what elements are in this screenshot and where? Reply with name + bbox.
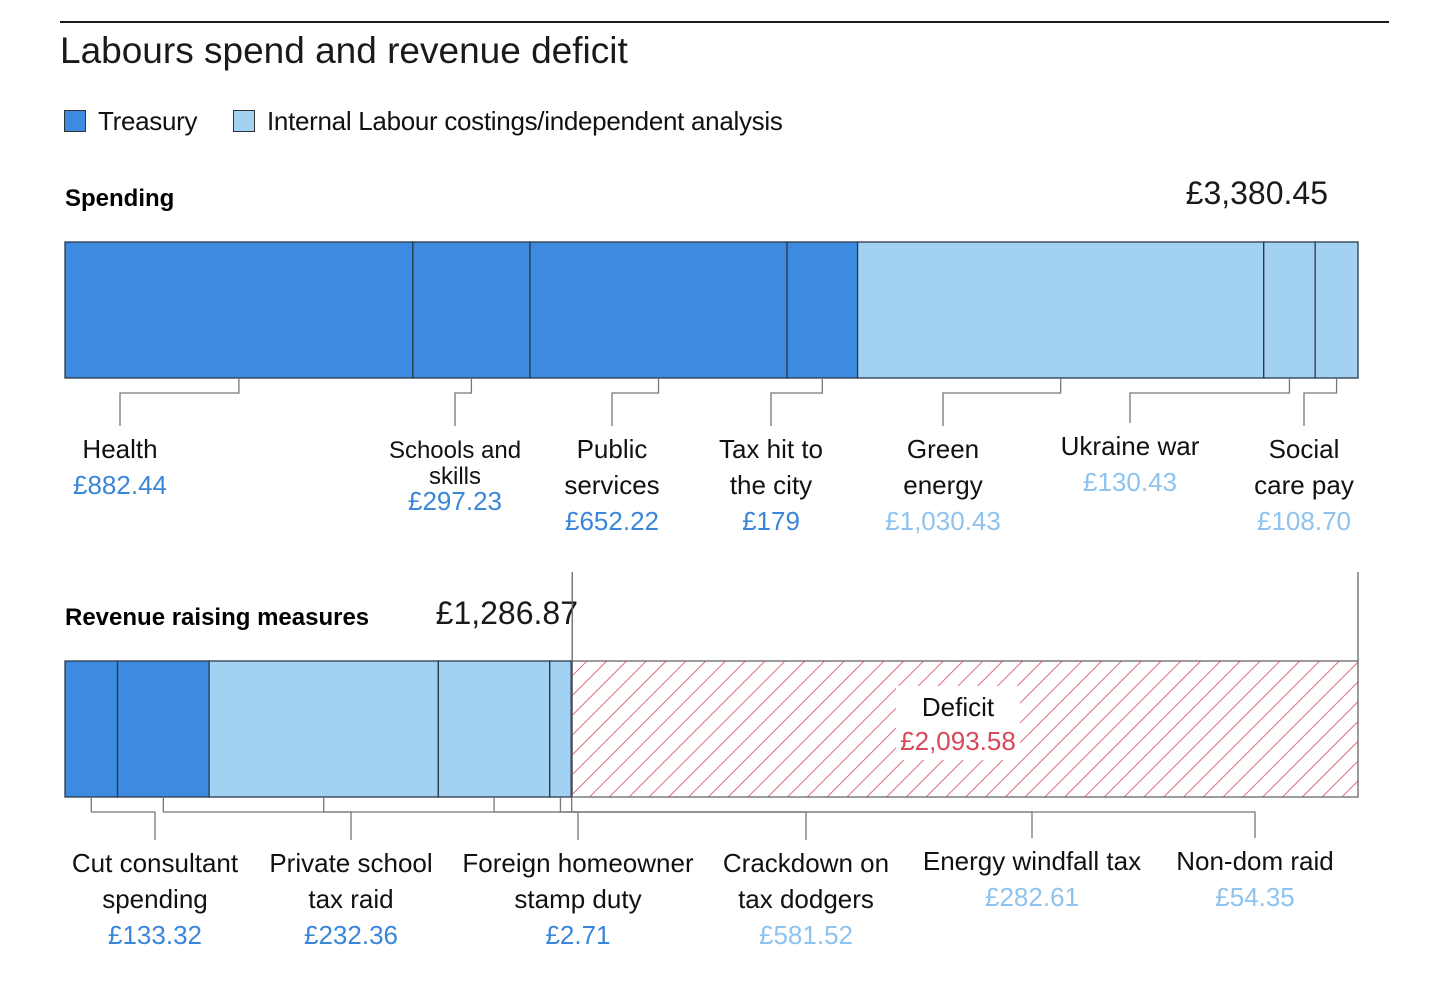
revenue-category-label: Crackdown on [723,848,889,878]
spending-category-label: the city [730,470,812,500]
revenue-category-label: Cut consultant [72,848,239,878]
spending-value-label: £179 [742,506,800,536]
revenue-leader-line [559,797,1256,838]
spending-bar-segment [786,241,859,379]
revenue-total-label: £1,286.87 [436,595,578,631]
spending-leader-line [611,378,660,426]
revenue-value-label: £581.52 [759,920,853,950]
spending-bar-segment [412,241,531,379]
revenue-bar-segment [437,660,551,798]
revenue-bar-segment [116,660,210,798]
revenue-category-label: spending [102,884,208,914]
revenue-value-label: £54.35 [1215,882,1295,912]
revenue-leader-line [323,797,807,840]
legend-swatch-treasury [64,110,86,132]
legend-item-independent: Internal Labour costings/independent ana… [233,104,783,138]
revenue-heading: Revenue raising measures [65,604,369,631]
spending-heading: Spending [65,185,174,212]
revenue-category-label: Private school [269,848,432,878]
spending-category-label: Health [82,434,157,464]
spending-leader-line [1303,378,1338,426]
revenue-category-label: stamp duty [514,884,641,914]
legend-item-treasury: Treasury [64,104,198,138]
deficit-label: Deficit [922,692,995,722]
spending-leader-line [119,378,240,426]
chart-title: Labours spend and revenue deficit [60,30,628,71]
spending-total-label: £3,380.45 [1186,175,1328,211]
spending-leader-line [770,378,823,426]
legend-label-treasury: Treasury [98,105,198,136]
spending-value-label: £297.23 [408,486,502,516]
spending-category-label: Ukraine war [1061,431,1200,461]
legend-label-independent: Internal Labour costings/independent ana… [267,105,783,136]
spending-bar-segment [64,241,414,379]
revenue-bar-segment [208,660,439,798]
spending-value-label: £652.22 [565,506,659,536]
spending-category-label: Social [1269,434,1340,464]
revenue-value-label: £2.71 [545,920,610,950]
revenue-category-label: Energy windfall tax [923,846,1141,876]
spending-value-label: £1,030.43 [885,506,1001,536]
deficit-label-bg [896,686,1020,760]
spending-bar-segment [529,241,788,379]
spending-category-label: Green [907,434,979,464]
spending-leader-line [454,378,473,426]
deficit-value-label: £2,093.58 [900,726,1016,756]
legend-swatch-independent [233,110,255,132]
spending-leader-line [942,378,1062,426]
revenue-value-label: £133.32 [108,920,202,950]
spending-bar-segment [1314,241,1359,379]
revenue-value-label: £232.36 [304,920,398,950]
revenue-bar-segment [64,660,119,798]
revenue-leader-line [162,797,352,840]
revenue-category-label: Non-dom raid [1176,846,1334,876]
revenue-category-label: Foreign homeowner [462,848,694,878]
spending-category-label: Public [577,434,648,464]
revenue-leader-line [493,797,1033,838]
revenue-category-label: tax raid [308,884,393,914]
spending-value-label: £130.43 [1083,467,1177,497]
top-rule [60,21,1389,23]
revenue-bar-segment [549,660,572,798]
spending-category-label: Schools and [389,437,521,464]
spending-bar-segment [1263,241,1316,379]
spending-value-label: £882.44 [73,470,167,500]
spending-category-label: skills [429,463,481,490]
spending-bar-segment [856,241,1265,379]
spending-category-label: energy [903,470,983,500]
revenue-value-label: £282.61 [985,882,1079,912]
spending-leader-line [1129,378,1291,423]
spending-category-label: care pay [1254,470,1354,500]
revenue-category-label: tax dodgers [738,884,874,914]
spending-value-label: £108.70 [1257,506,1351,536]
revenue-leader-line [90,797,156,840]
spending-category-label: Tax hit to [719,434,823,464]
revenue-leader-line [571,797,579,840]
spending-category-label: services [564,470,659,500]
